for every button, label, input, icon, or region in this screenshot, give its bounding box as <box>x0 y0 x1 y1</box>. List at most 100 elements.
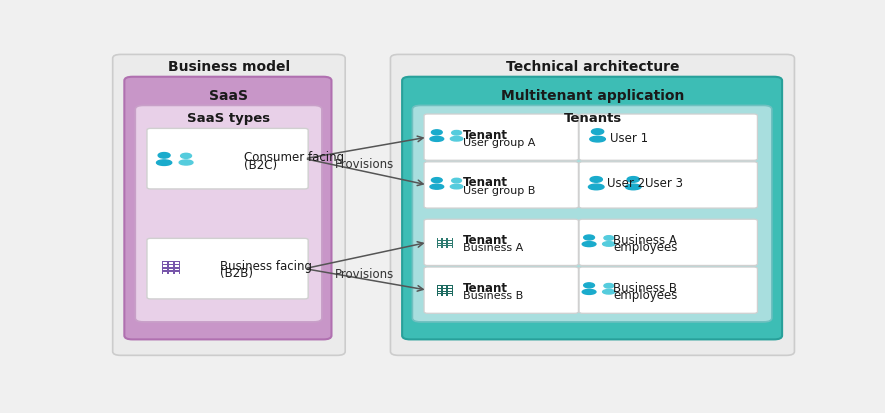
FancyBboxPatch shape <box>124 78 332 339</box>
Text: User 3: User 3 <box>645 177 683 190</box>
Text: Tenant: Tenant <box>463 176 508 189</box>
Ellipse shape <box>603 290 615 294</box>
Text: Provisions: Provisions <box>335 267 394 280</box>
Text: Business B: Business B <box>463 290 523 300</box>
Text: Provisions: Provisions <box>335 157 394 171</box>
Circle shape <box>604 284 613 288</box>
Bar <box>436 238 452 249</box>
Bar <box>169 266 173 268</box>
FancyBboxPatch shape <box>424 162 579 209</box>
Text: SaaS: SaaS <box>209 89 248 103</box>
Text: (B2C): (B2C) <box>244 158 278 171</box>
Bar <box>175 269 180 271</box>
FancyBboxPatch shape <box>579 267 758 313</box>
Circle shape <box>627 177 639 183</box>
Bar <box>175 266 180 268</box>
Ellipse shape <box>589 185 604 190</box>
Text: Business A: Business A <box>613 233 677 246</box>
Circle shape <box>591 129 604 135</box>
Circle shape <box>584 283 595 288</box>
Circle shape <box>604 236 613 241</box>
Ellipse shape <box>582 290 596 295</box>
Text: Business facing: Business facing <box>220 259 312 272</box>
Ellipse shape <box>430 137 443 142</box>
Circle shape <box>451 179 461 183</box>
FancyBboxPatch shape <box>579 162 758 209</box>
Ellipse shape <box>179 161 193 166</box>
Bar <box>438 247 441 249</box>
Text: employees: employees <box>613 241 678 254</box>
Ellipse shape <box>450 185 463 190</box>
Text: Technical architecture: Technical architecture <box>506 60 680 74</box>
Bar <box>443 247 446 249</box>
FancyBboxPatch shape <box>147 129 308 190</box>
FancyBboxPatch shape <box>402 78 782 339</box>
Bar <box>448 244 451 246</box>
Bar <box>448 294 451 296</box>
Bar <box>438 244 441 246</box>
Bar <box>169 269 173 271</box>
Bar <box>436 286 452 297</box>
Ellipse shape <box>626 185 641 190</box>
Text: SaaS types: SaaS types <box>187 112 270 124</box>
Bar <box>438 294 441 296</box>
Bar <box>438 292 441 294</box>
Text: Business A: Business A <box>463 242 523 252</box>
Bar <box>169 263 173 264</box>
Text: Tenant: Tenant <box>463 281 508 294</box>
Circle shape <box>590 177 603 183</box>
Bar <box>438 242 441 243</box>
Ellipse shape <box>589 137 605 142</box>
Bar <box>448 292 451 294</box>
Text: Multitenant application: Multitenant application <box>501 89 684 103</box>
Bar <box>443 244 446 246</box>
FancyBboxPatch shape <box>135 106 322 322</box>
Bar <box>443 294 446 296</box>
Bar <box>438 287 441 288</box>
Text: Consumer facing: Consumer facing <box>244 151 344 164</box>
Circle shape <box>432 131 442 135</box>
Bar <box>438 239 441 240</box>
FancyBboxPatch shape <box>579 115 758 161</box>
Bar <box>163 272 167 274</box>
Text: Tenant: Tenant <box>463 128 508 141</box>
Ellipse shape <box>603 242 615 247</box>
Bar <box>443 239 446 240</box>
Bar <box>169 272 173 274</box>
FancyBboxPatch shape <box>147 239 308 299</box>
Text: User 2: User 2 <box>607 177 645 190</box>
FancyBboxPatch shape <box>112 55 345 356</box>
Bar <box>175 263 180 264</box>
Text: User 1: User 1 <box>610 131 648 145</box>
Ellipse shape <box>430 185 443 190</box>
Circle shape <box>432 178 442 183</box>
Text: Business B: Business B <box>613 281 677 294</box>
Bar <box>163 263 167 264</box>
Text: employees: employees <box>613 289 678 301</box>
FancyBboxPatch shape <box>390 55 795 356</box>
Circle shape <box>584 235 595 240</box>
Bar <box>443 289 446 291</box>
Text: (B2B): (B2B) <box>220 267 253 280</box>
FancyBboxPatch shape <box>412 106 772 322</box>
Bar <box>163 266 167 268</box>
Bar <box>443 242 446 243</box>
Text: User group B: User group B <box>463 185 535 195</box>
Text: Tenants: Tenants <box>564 112 622 124</box>
Bar <box>448 239 451 240</box>
FancyBboxPatch shape <box>424 220 579 266</box>
Ellipse shape <box>582 242 596 247</box>
Text: Business model: Business model <box>167 60 289 74</box>
FancyBboxPatch shape <box>424 267 579 313</box>
Bar <box>163 269 167 271</box>
Bar <box>448 247 451 249</box>
Circle shape <box>158 153 170 159</box>
Bar <box>443 292 446 294</box>
FancyBboxPatch shape <box>579 220 758 266</box>
Bar <box>448 287 451 288</box>
Circle shape <box>451 131 461 136</box>
Bar <box>448 289 451 291</box>
Text: User group A: User group A <box>463 138 535 147</box>
Circle shape <box>181 154 191 159</box>
Bar <box>438 289 441 291</box>
